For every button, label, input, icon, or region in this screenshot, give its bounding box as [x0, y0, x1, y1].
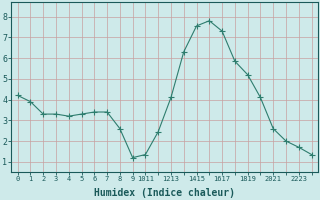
- X-axis label: Humidex (Indice chaleur): Humidex (Indice chaleur): [94, 188, 235, 198]
